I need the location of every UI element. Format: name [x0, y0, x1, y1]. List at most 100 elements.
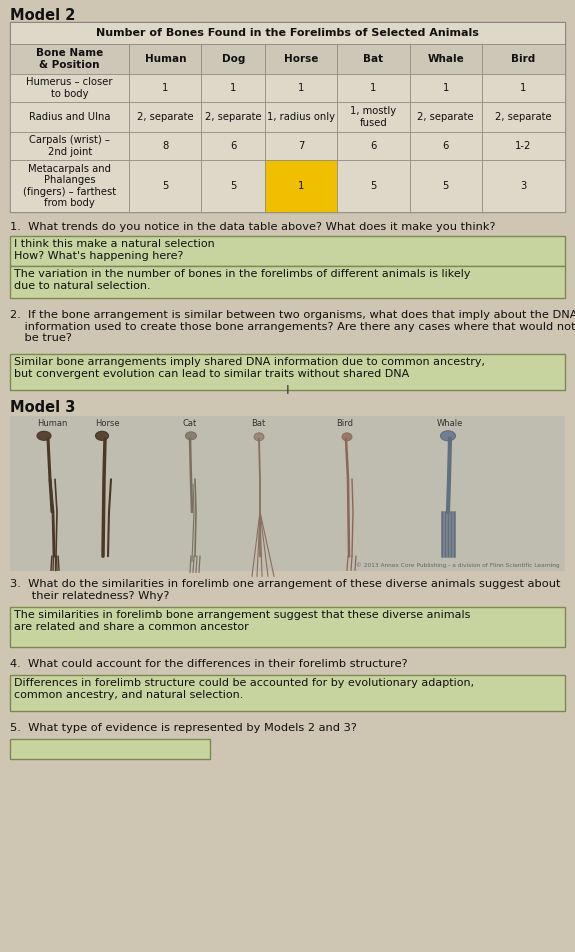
Text: Bat: Bat	[363, 54, 384, 64]
Text: 5: 5	[443, 181, 449, 191]
Text: Whale: Whale	[437, 419, 463, 428]
Ellipse shape	[440, 431, 455, 441]
Text: Humerus – closer
to body: Humerus – closer to body	[26, 77, 113, 99]
Bar	[10, 74, 129, 102]
Text: Whale: Whale	[427, 54, 464, 64]
Text: The variation in the number of bones in the forelimbs of different animals is li: The variation in the number of bones in …	[14, 269, 470, 290]
Bar	[10, 739, 210, 759]
Text: Similar bone arrangements imply shared DNA information due to common ancestry,
b: Similar bone arrangements imply shared D…	[14, 357, 485, 379]
Text: 5: 5	[370, 181, 377, 191]
Text: 2, separate: 2, separate	[137, 112, 194, 122]
Text: Human: Human	[37, 419, 67, 428]
Text: 1, radius only: 1, radius only	[267, 112, 335, 122]
Bar	[482, 74, 565, 102]
Text: 6: 6	[230, 141, 236, 151]
Bar	[129, 102, 201, 132]
Bar	[482, 44, 565, 74]
Text: I think this make a natural selection
How? What's happening here?: I think this make a natural selection Ho…	[14, 239, 214, 261]
Bar	[129, 74, 201, 102]
Text: Bone Name
& Position: Bone Name & Position	[36, 49, 104, 69]
Bar	[265, 44, 338, 74]
Bar	[482, 102, 565, 132]
Bar	[10, 236, 565, 266]
Text: 5: 5	[230, 181, 236, 191]
Bar	[10, 44, 129, 74]
Bar	[201, 132, 265, 160]
Bar	[409, 160, 482, 212]
Text: 7: 7	[298, 141, 305, 151]
Bar	[10, 132, 129, 160]
Text: 2, separate: 2, separate	[417, 112, 474, 122]
Bar	[10, 416, 565, 571]
Text: Horse: Horse	[95, 419, 120, 428]
Text: Radius and Ulna: Radius and Ulna	[29, 112, 110, 122]
Bar	[338, 44, 409, 74]
Text: 1-2: 1-2	[515, 141, 531, 151]
Text: Human: Human	[145, 54, 186, 64]
Text: Bird: Bird	[511, 54, 535, 64]
Bar	[129, 44, 201, 74]
Bar	[10, 266, 565, 298]
Bar	[10, 22, 565, 212]
Bar	[338, 160, 409, 212]
Bar	[338, 132, 409, 160]
Text: 1, mostly
fused: 1, mostly fused	[351, 107, 397, 128]
Text: Number of Bones Found in the Forelimbs of Selected Animals: Number of Bones Found in the Forelimbs o…	[96, 28, 479, 38]
Text: 1: 1	[443, 83, 449, 93]
Text: Model 3: Model 3	[10, 400, 75, 415]
Text: 3: 3	[520, 181, 527, 191]
Text: 4.  What could account for the differences in their forelimb structure?: 4. What could account for the difference…	[10, 659, 408, 669]
Text: 5: 5	[162, 181, 168, 191]
Bar	[482, 160, 565, 212]
Text: Differences in forelimb structure could be accounted for by evolutionary adaptio: Differences in forelimb structure could …	[14, 678, 474, 700]
Bar	[265, 160, 338, 212]
Text: Cat: Cat	[183, 419, 197, 428]
Bar	[10, 675, 565, 711]
Bar	[129, 160, 201, 212]
Bar	[265, 102, 338, 132]
Text: 1.  What trends do you notice in the data table above? What does it make you thi: 1. What trends do you notice in the data…	[10, 222, 496, 232]
Text: 5.  What type of evidence is represented by Models 2 and 3?: 5. What type of evidence is represented …	[10, 723, 357, 733]
Text: Horse: Horse	[284, 54, 319, 64]
Text: Metacarpals and
Phalanges
(fingers) – farthest
from body: Metacarpals and Phalanges (fingers) – fa…	[23, 164, 116, 208]
Bar	[265, 74, 338, 102]
Text: 1: 1	[230, 83, 236, 93]
Bar	[10, 354, 565, 390]
Text: I: I	[286, 384, 289, 397]
Bar	[409, 102, 482, 132]
Bar	[129, 132, 201, 160]
Text: 1: 1	[298, 181, 305, 191]
Text: 1: 1	[520, 83, 527, 93]
Bar	[10, 22, 565, 44]
Text: 1: 1	[162, 83, 168, 93]
Bar	[201, 74, 265, 102]
Text: 2, separate: 2, separate	[205, 112, 262, 122]
Bar	[482, 132, 565, 160]
Text: 6: 6	[370, 141, 377, 151]
Bar	[10, 160, 129, 212]
Bar	[10, 102, 129, 132]
Bar	[409, 74, 482, 102]
Text: 6: 6	[443, 141, 449, 151]
Ellipse shape	[186, 432, 197, 440]
Text: The similarities in forelimb bone arrangement suggest that these diverse animals: The similarities in forelimb bone arrang…	[14, 610, 470, 631]
Bar	[338, 102, 409, 132]
Text: 2, separate: 2, separate	[495, 112, 551, 122]
Bar	[201, 160, 265, 212]
Bar	[10, 607, 565, 647]
Bar	[265, 132, 338, 160]
Bar	[409, 132, 482, 160]
Text: Dog: Dog	[222, 54, 245, 64]
Text: 8: 8	[162, 141, 168, 151]
Text: 3.  What do the similarities in forelimb one arrangement of these diverse animal: 3. What do the similarities in forelimb …	[10, 579, 561, 601]
Ellipse shape	[342, 433, 352, 441]
Ellipse shape	[37, 431, 51, 440]
Text: 1: 1	[370, 83, 377, 93]
Ellipse shape	[95, 431, 109, 440]
Text: 1: 1	[298, 83, 305, 93]
Bar	[409, 44, 482, 74]
Text: Bird: Bird	[336, 419, 354, 428]
Bar	[338, 74, 409, 102]
Text: Carpals (wrist) –
2nd joint: Carpals (wrist) – 2nd joint	[29, 135, 110, 157]
Bar	[201, 102, 265, 132]
